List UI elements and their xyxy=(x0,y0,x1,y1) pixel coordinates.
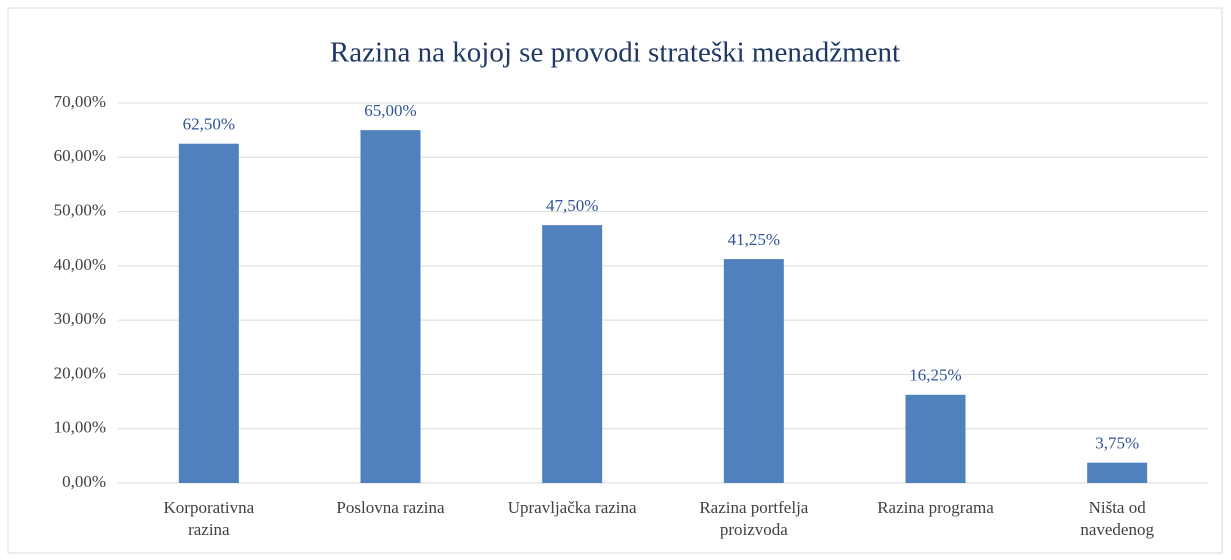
y-tick-label: 30,00% xyxy=(54,309,106,328)
value-label: 62,50% xyxy=(183,115,235,134)
y-tick-label: 70,00% xyxy=(54,92,106,111)
bar xyxy=(178,143,239,483)
bar xyxy=(723,259,784,483)
bar xyxy=(542,225,603,483)
chart-title: Razina na kojoj se provodi strateški men… xyxy=(330,37,900,69)
y-tick-label: 0,00% xyxy=(62,472,106,491)
y-tick-label: 10,00% xyxy=(54,418,106,437)
y-tick-label: 50,00% xyxy=(54,200,106,219)
x-tick-label: Razina programa xyxy=(877,498,994,517)
bar xyxy=(1087,462,1148,483)
x-tick-label: Ništa od navedenog xyxy=(1080,498,1154,539)
x-tick-label: Upravljačka razina xyxy=(507,498,637,517)
x-tick-label: Razina portfelja proizvoda xyxy=(699,498,809,539)
value-label: 16,25% xyxy=(909,366,961,385)
value-label: 47,50% xyxy=(546,196,598,215)
value-label: 65,00% xyxy=(364,101,416,120)
x-tick-label: Korporativna razina xyxy=(163,498,255,539)
y-tick-label: 20,00% xyxy=(54,363,106,382)
x-tick-label: Poslovna razina xyxy=(336,498,445,517)
y-tick-label: 40,00% xyxy=(54,255,106,274)
bar xyxy=(905,394,966,483)
value-label: 3,75% xyxy=(1095,434,1139,453)
bar xyxy=(360,130,421,483)
value-label: 41,25% xyxy=(728,230,780,249)
y-tick-label: 60,00% xyxy=(54,146,106,165)
